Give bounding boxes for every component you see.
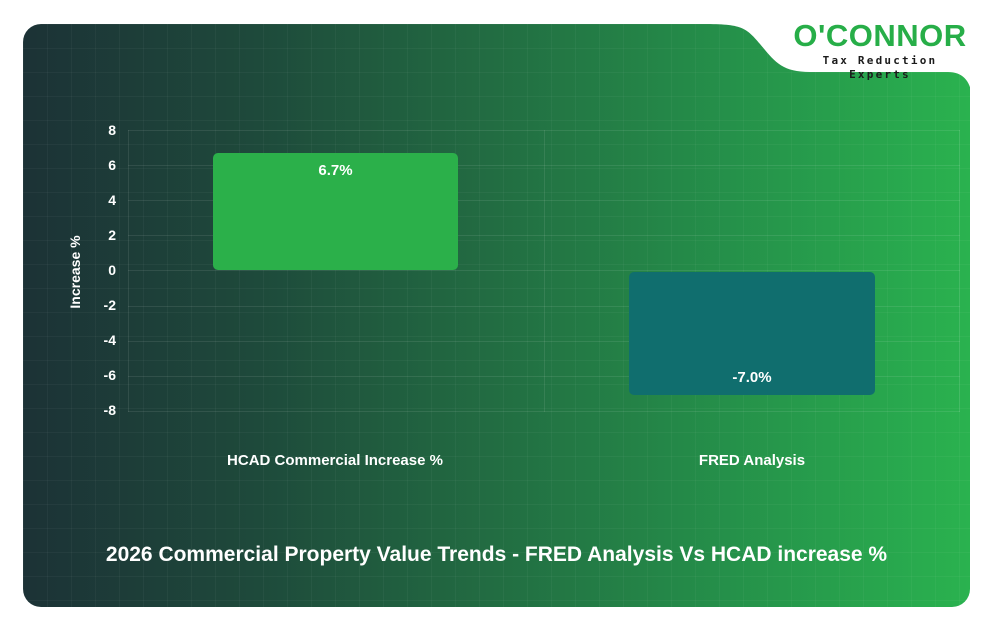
gridline [128, 376, 960, 377]
gridline-vertical [959, 130, 960, 412]
gridline-vertical [544, 130, 545, 412]
gridline [128, 130, 960, 131]
y-tick: -4 [103, 332, 116, 348]
x-category-fred: FRED Analysis [698, 452, 806, 469]
gridline [128, 270, 960, 271]
y-tick: 8 [108, 122, 116, 138]
plot-area: 6.7% -7.0% [128, 130, 960, 412]
data-label: 6.7% [318, 162, 353, 179]
chart-title: 2026 Commercial Property Value Trends - … [105, 543, 888, 566]
y-tick: -2 [103, 297, 116, 313]
gridline [128, 306, 960, 307]
y-tick: 6 [108, 157, 116, 173]
bar-hcad[interactable]: 6.7% [213, 153, 458, 270]
y-tick: 4 [108, 192, 116, 208]
x-category-hcad: HCAD Commercial Increase % [227, 452, 443, 469]
gridline-vertical [128, 130, 129, 412]
gridline [128, 411, 960, 412]
oconnor-logo: O'CONNOR Tax Reduction Experts [788, 20, 972, 82]
gridline [128, 200, 960, 201]
y-tick: 2 [108, 227, 116, 243]
y-tick: -6 [103, 367, 116, 383]
y-axis-label: Increase % [67, 235, 83, 309]
logo-tagline: Tax Reduction Experts [822, 54, 938, 81]
gridline [128, 235, 960, 236]
y-tick: 0 [108, 262, 116, 278]
gridline [128, 341, 960, 342]
y-tick: -8 [103, 402, 116, 418]
data-label: -7.0% [732, 369, 772, 386]
bar-fred[interactable]: -7.0% [629, 272, 875, 395]
gridline [128, 165, 960, 166]
logo-wordmark: O'CONNOR [793, 18, 967, 53]
